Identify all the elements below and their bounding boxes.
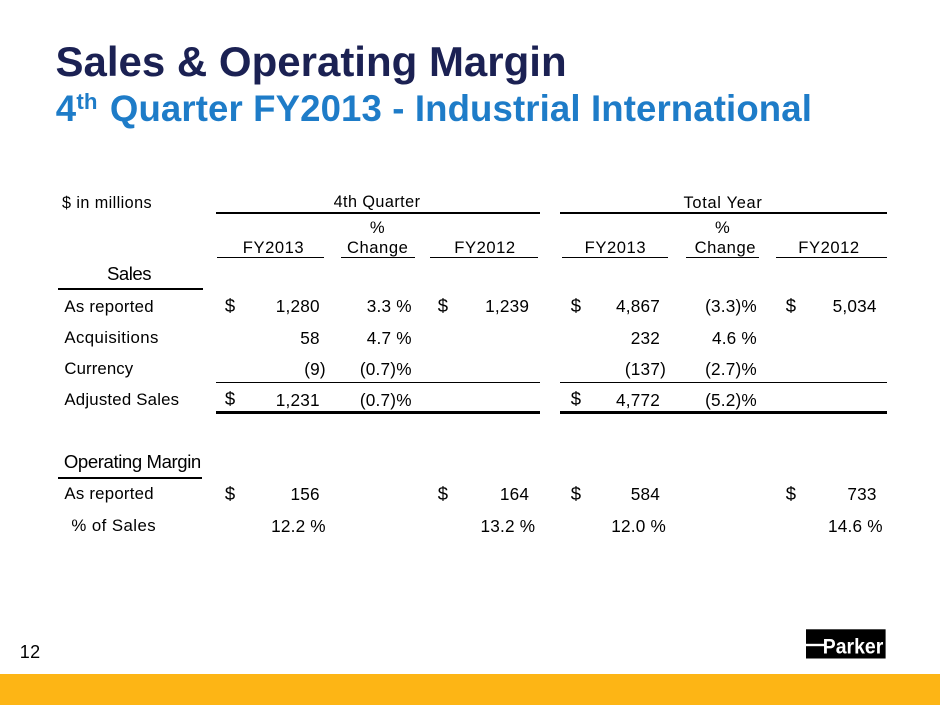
svg-text:Parker: Parker: [823, 636, 884, 659]
